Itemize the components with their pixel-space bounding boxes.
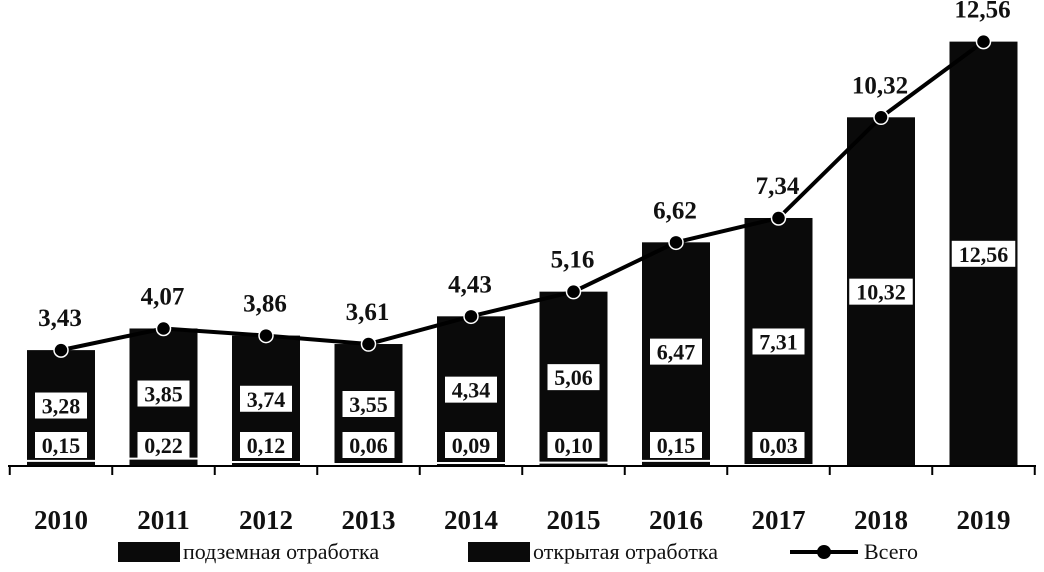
underground-value-label-2014: 4,34 bbox=[452, 378, 491, 403]
x-tick-label-2015: 2015 bbox=[547, 505, 601, 535]
bar-open-2011 bbox=[129, 458, 198, 466]
underground-value-label-2015-bg bbox=[547, 364, 600, 391]
bar-open-2015 bbox=[539, 462, 608, 466]
open-value-label-2010-bg bbox=[35, 432, 87, 458]
open-value-label-2017-bg bbox=[752, 432, 805, 458]
total-point-2015 bbox=[565, 283, 582, 300]
total-value-label-2018: 10,32 bbox=[852, 72, 908, 99]
total-value-label-2012: 3,86 bbox=[243, 291, 287, 318]
legend-label-total: Всего bbox=[864, 539, 918, 564]
x-tick-label-2019: 2019 bbox=[957, 505, 1011, 535]
total-point-2010 bbox=[53, 342, 69, 358]
total-value-label-2016: 6,62 bbox=[653, 197, 697, 224]
bar-open-2012 bbox=[232, 461, 300, 466]
total-value-label-2013: 3,61 bbox=[346, 299, 390, 326]
underground-value-label-2010-bg bbox=[35, 392, 87, 419]
total-point-2018 bbox=[873, 109, 889, 126]
bar-open-2010 bbox=[27, 460, 95, 466]
bar-open-2016 bbox=[642, 460, 710, 466]
open-value-label-2015-bg bbox=[547, 432, 600, 458]
open-value-label-2010: 0,15 bbox=[42, 433, 81, 458]
total-value-label-2014: 4,43 bbox=[448, 271, 492, 298]
open-value-label-2014: 0,09 bbox=[452, 433, 491, 458]
underground-value-label-2018: 10,32 bbox=[856, 280, 906, 305]
legend-label-open: открытая отработка bbox=[533, 539, 718, 564]
total-point-2014 bbox=[463, 308, 479, 325]
x-tick-label-2018: 2018 bbox=[854, 505, 908, 535]
open-value-label-2013: 0,06 bbox=[349, 433, 388, 458]
total-value-label-2010: 3,43 bbox=[38, 305, 82, 332]
underground-value-label-2019-bg bbox=[951, 240, 1016, 267]
total-value-label-2017: 7,34 bbox=[756, 173, 800, 200]
underground-value-label-2016-bg bbox=[650, 338, 702, 365]
open-value-label-2016-bg bbox=[650, 432, 702, 458]
underground-value-label-2010: 3,28 bbox=[42, 394, 81, 419]
legend-label-underground: подземная отработка bbox=[183, 539, 379, 564]
open-value-label-2011-bg bbox=[137, 432, 190, 458]
underground-value-label-2011: 3,85 bbox=[144, 382, 183, 407]
total-point-2011 bbox=[155, 320, 172, 337]
x-tick-label-2017: 2017 bbox=[752, 505, 806, 535]
open-value-label-2014-bg bbox=[445, 432, 497, 458]
open-value-label-2013-bg bbox=[342, 432, 395, 458]
total-line bbox=[60, 40, 985, 353]
total-value-label-2015: 5,16 bbox=[551, 247, 595, 274]
total-point-2013 bbox=[360, 336, 377, 352]
underground-value-label-2013-bg bbox=[342, 390, 395, 417]
x-tick-label-2013: 2013 bbox=[342, 505, 396, 535]
underground-value-label-2019: 12,56 bbox=[959, 242, 1009, 267]
x-tick-label-2014: 2014 bbox=[444, 505, 498, 535]
open-value-label-2017: 0,03 bbox=[759, 433, 798, 458]
x-tick-label-2011: 2011 bbox=[137, 505, 190, 535]
open-value-label-2011: 0,22 bbox=[144, 433, 183, 458]
underground-value-label-2017: 7,31 bbox=[759, 329, 798, 354]
bar-open-2013 bbox=[334, 463, 403, 466]
underground-value-label-2012-bg bbox=[240, 385, 292, 412]
underground-value-label-2018-bg bbox=[849, 278, 913, 305]
underground-value-label-2014-bg bbox=[445, 376, 497, 403]
x-tick-label-2010: 2010 bbox=[34, 505, 88, 535]
x-tick-label-2012: 2012 bbox=[239, 505, 293, 535]
legend-swatch-underground bbox=[118, 542, 180, 562]
open-value-label-2016: 0,15 bbox=[657, 433, 696, 458]
underground-value-label-2016: 6,47 bbox=[657, 340, 696, 365]
underground-value-label-2017-bg bbox=[752, 328, 805, 355]
total-point-2012 bbox=[258, 327, 274, 344]
underground-value-label-2013: 3,55 bbox=[349, 392, 388, 417]
legend-swatch-total-marker bbox=[817, 545, 831, 559]
x-axis: 2010 2011 2012 2013 2014 2015 2016 2017 2018 2019 bbox=[8, 465, 1036, 535]
underground-value-label-2015: 5,06 bbox=[554, 365, 593, 390]
open-value-label-2012-bg bbox=[240, 432, 292, 458]
underground-value-label-2011-bg bbox=[137, 380, 190, 407]
total-line-layer bbox=[53, 33, 992, 358]
bar-open-2014 bbox=[437, 462, 505, 466]
total-value-label-2019: 12,56 bbox=[954, 0, 1010, 24]
legend-swatch-open bbox=[468, 542, 530, 562]
open-value-label-2015: 0,10 bbox=[554, 433, 593, 458]
total-point-2016 bbox=[668, 234, 684, 251]
underground-value-label-2012: 3,74 bbox=[247, 387, 286, 412]
open-value-label-2012: 0,12 bbox=[247, 433, 286, 458]
total-value-label-2011: 4,07 bbox=[141, 283, 185, 310]
x-tick-label-2016: 2016 bbox=[649, 505, 703, 535]
total-point-2017 bbox=[770, 210, 787, 226]
labels-layer: 0,15 3,28 0,22 3,85 0,12 3,74 0,06 3,55 0,09 4,34… bbox=[35, 0, 1016, 458]
total-point-2019 bbox=[975, 33, 992, 50]
legend: подземная отработка открытая отработка Все… bbox=[118, 539, 918, 564]
